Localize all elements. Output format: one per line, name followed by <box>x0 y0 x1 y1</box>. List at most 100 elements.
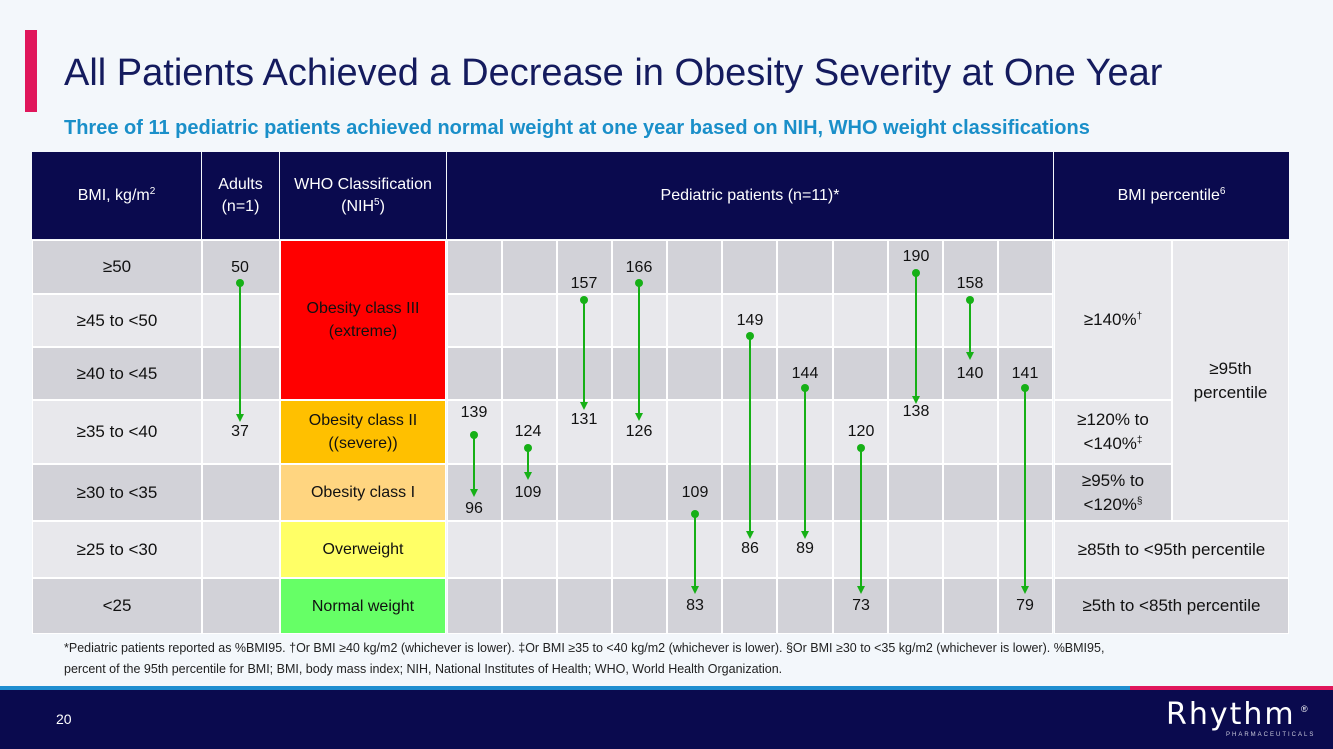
slide-subtitle: Three of 11 pediatric patients achieved … <box>64 117 1090 139</box>
pediatric-cell <box>447 294 502 347</box>
pediatric-cell <box>888 464 943 521</box>
pediatric-cell <box>722 240 777 294</box>
rhythm-logo: Rhythm <box>1166 697 1296 732</box>
adult-cell <box>202 464 280 521</box>
pediatric-cell <box>502 240 557 294</box>
footer-strip-blue <box>0 686 1130 690</box>
percentile-120-140: ≥120% to <140%‡ <box>1054 400 1172 464</box>
pediatric-cell <box>777 240 833 294</box>
footnote: *Pediatric patients reported as %BMI95. … <box>64 641 1105 676</box>
pediatric-cell <box>612 521 667 578</box>
baseline-value: 120 <box>847 423 875 440</box>
pediatric-cell <box>888 521 943 578</box>
who-class-2: Obesity class II ((severe)) <box>280 400 446 464</box>
pediatric-cell <box>502 578 557 634</box>
pediatric-cell <box>557 521 612 578</box>
followup-value: 96 <box>465 500 483 517</box>
percentile-95-120: ≥95% to <120%§ <box>1054 464 1172 521</box>
pediatric-cell <box>777 294 833 347</box>
bmi-row-label: ≥45 to <50 <box>32 294 202 347</box>
bmi-row-label: ≥35 to <40 <box>32 400 202 464</box>
pediatric-cell <box>943 521 998 578</box>
pediatric-cell <box>667 400 722 464</box>
header-who-classification: WHO Classification (NIH5) <box>280 152 446 239</box>
baseline-value: 144 <box>791 365 819 382</box>
followup-value: 138 <box>902 403 930 420</box>
pediatric-cell <box>722 294 777 347</box>
pediatric-cell <box>667 294 722 347</box>
pediatric-cell <box>447 240 502 294</box>
pediatric-cell <box>447 578 502 634</box>
baseline-value: 158 <box>956 275 984 292</box>
pediatric-cell <box>722 578 777 634</box>
pediatric-cell <box>502 294 557 347</box>
who-overweight: Overweight <box>280 521 446 578</box>
pediatric-cell <box>612 464 667 521</box>
baseline-value: 190 <box>902 248 930 265</box>
pediatric-cell <box>667 347 722 400</box>
pediatric-cell <box>888 578 943 634</box>
baseline-value: 157 <box>570 275 598 292</box>
pediatric-cell <box>557 578 612 634</box>
percentile-95th: ≥95th percentile <box>1172 240 1289 521</box>
pediatric-cell <box>557 240 612 294</box>
percentile-140: ≥140%† <box>1054 240 1172 400</box>
title-accent-bar <box>25 30 37 112</box>
pediatric-cell <box>502 347 557 400</box>
logo-registered-mark: ® <box>1301 704 1308 714</box>
percentile-5-85: ≥5th to <85th percentile <box>1054 578 1289 634</box>
followup-value: 79 <box>1016 597 1034 614</box>
pediatric-cell <box>833 347 888 400</box>
pediatric-cell <box>943 400 998 464</box>
followup-value: 73 <box>852 597 870 614</box>
pediatric-cell <box>943 240 998 294</box>
pediatric-cell <box>777 578 833 634</box>
followup-value: 131 <box>570 411 598 428</box>
who-normal: Normal weight <box>280 578 446 634</box>
header-adults: Adults (n=1) <box>202 152 279 239</box>
pediatric-cell <box>557 400 612 464</box>
who-class-3: Obesity class III (extreme) <box>280 240 446 400</box>
bmi-row-label: <25 <box>32 578 202 634</box>
followup-value: 109 <box>514 484 542 501</box>
pediatric-cell <box>998 240 1053 294</box>
baseline-value: 50 <box>231 259 249 276</box>
baseline-value: 124 <box>514 423 542 440</box>
bmi-row-label: ≥30 to <35 <box>32 464 202 521</box>
who-class-1: Obesity class I <box>280 464 446 521</box>
pediatric-cell <box>943 578 998 634</box>
pediatric-cell <box>943 464 998 521</box>
header-bmi-percentile: BMI percentile6 <box>1054 152 1289 239</box>
followup-value: 126 <box>625 423 653 440</box>
page-number: 20 <box>56 711 72 727</box>
footer-bar <box>0 690 1333 749</box>
pediatric-cell <box>888 400 943 464</box>
followup-value: 83 <box>686 597 704 614</box>
logo-subtitle: PHARMACEUTICALS <box>1226 732 1316 738</box>
adult-cell <box>202 578 280 634</box>
pediatric-cell <box>998 294 1053 347</box>
followup-value: 37 <box>231 423 249 440</box>
baseline-value: 139 <box>460 404 488 421</box>
pediatric-cell <box>502 400 557 464</box>
bmi-row-label: ≥40 to <45 <box>32 347 202 400</box>
pediatric-cell <box>557 464 612 521</box>
pediatric-cell <box>667 240 722 294</box>
pediatric-cell <box>502 521 557 578</box>
baseline-value: 166 <box>625 259 653 276</box>
pediatric-cell <box>833 294 888 347</box>
pediatric-cell <box>833 240 888 294</box>
followup-value: 140 <box>956 365 984 382</box>
percentile-85-95: ≥85th to <95th percentile <box>1054 521 1289 578</box>
adult-cell <box>202 521 280 578</box>
pediatric-cell <box>612 578 667 634</box>
bmi-row-label: ≥50 <box>32 240 202 294</box>
header-pediatric: Pediatric patients (n=11)* <box>447 152 1053 239</box>
bmi-row-label: ≥25 to <30 <box>32 521 202 578</box>
footer-strip-pink <box>1130 686 1333 690</box>
baseline-value: 141 <box>1011 365 1039 382</box>
baseline-value: 149 <box>736 312 764 329</box>
pediatric-cell <box>447 521 502 578</box>
slide-title: All Patients Achieved a Decrease in Obes… <box>64 52 1163 94</box>
